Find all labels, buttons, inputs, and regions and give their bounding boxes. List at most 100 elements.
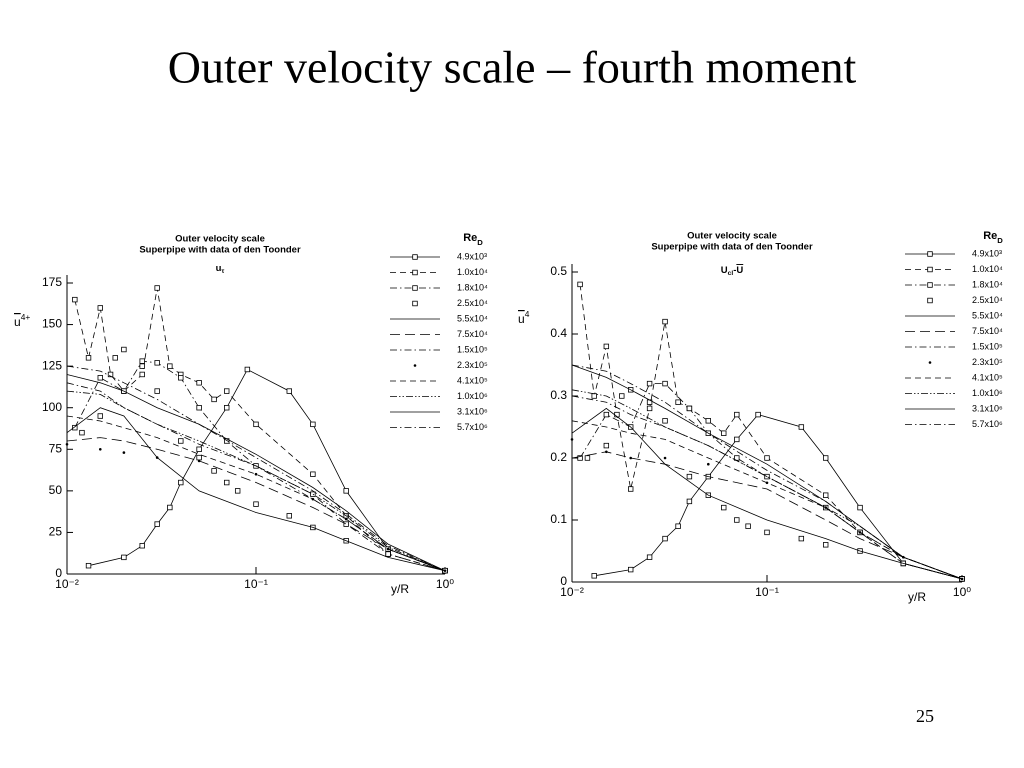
- marker: [85, 562, 92, 569]
- slide-title: Outer velocity scale – fourth moment: [168, 42, 857, 93]
- y-axis-label: u4+: [14, 312, 30, 329]
- marker: [628, 486, 634, 492]
- legend-label: 1.8x10⁴: [972, 279, 1003, 289]
- marker: [139, 371, 145, 378]
- marker: [254, 472, 258, 476]
- legend-marker: [928, 361, 932, 364]
- marker: [675, 399, 681, 405]
- marker: [121, 554, 127, 561]
- marker: [167, 363, 173, 369]
- chart-title: Outer velocity scale: [687, 231, 777, 242]
- legend-label: 1.5x10⁵: [457, 344, 488, 354]
- chart-formula: Ucl-U: [721, 265, 744, 278]
- marker: [823, 542, 829, 548]
- marker: [619, 393, 625, 399]
- marker: [65, 442, 69, 446]
- y-tick-label: 0.2: [550, 450, 567, 464]
- marker: [139, 363, 145, 369]
- marker: [343, 488, 349, 494]
- x-tick-label: 10⁻¹: [244, 577, 268, 591]
- marker: [211, 396, 217, 403]
- marker: [97, 305, 103, 311]
- legend-marker: [927, 282, 933, 288]
- marker: [823, 492, 829, 498]
- marker: [196, 454, 202, 461]
- legend-label: 2.3x10⁵: [972, 357, 1003, 367]
- y-axis-label-part: u: [14, 315, 21, 329]
- marker: [662, 380, 668, 387]
- y-tick-label: 0.4: [550, 326, 567, 340]
- marker: [224, 405, 230, 411]
- x-tick-label: 10⁰: [953, 585, 971, 599]
- marker: [734, 436, 740, 443]
- y-axis-label-part: 4: [525, 309, 530, 319]
- marker: [764, 455, 770, 461]
- marker: [154, 521, 160, 527]
- series-line: [66, 365, 446, 572]
- legend-marker: [412, 300, 418, 307]
- marker: [798, 535, 805, 542]
- marker: [584, 455, 591, 461]
- legend-marker: [927, 297, 933, 304]
- marker: [857, 504, 863, 511]
- marker: [646, 380, 653, 387]
- marker: [646, 405, 653, 412]
- marker: [196, 446, 202, 452]
- chart-formula-part: u: [216, 263, 222, 274]
- chart-formula-part: U: [736, 265, 743, 276]
- series-line: [571, 451, 963, 580]
- marker: [234, 488, 241, 494]
- marker: [178, 375, 184, 381]
- y-tick-label: 0.1: [550, 512, 567, 526]
- marker: [121, 346, 127, 353]
- marker: [705, 418, 711, 424]
- series-line: [594, 414, 963, 580]
- x-axis-label: y/R: [391, 582, 409, 596]
- marker: [197, 459, 201, 463]
- legend-label: 3.1x10⁶: [457, 406, 488, 416]
- y-tick-label: 50: [49, 483, 63, 497]
- marker: [224, 388, 230, 394]
- legend-marker: [927, 266, 933, 273]
- marker: [686, 473, 693, 480]
- series-line: [571, 389, 963, 580]
- legend-label: 5.7x10⁶: [457, 422, 488, 432]
- marker: [343, 521, 349, 527]
- series-line: [88, 368, 446, 572]
- marker: [591, 573, 597, 579]
- marker: [605, 450, 608, 454]
- legend-label: 4.1x10⁵: [457, 375, 488, 385]
- legend-marker: [412, 269, 418, 276]
- marker: [603, 411, 610, 418]
- marker: [628, 566, 634, 573]
- legend-label: 7.5x10⁴: [972, 326, 1003, 336]
- marker: [72, 424, 78, 431]
- y-tick-label: 25: [49, 525, 63, 539]
- marker: [79, 429, 85, 436]
- legend-label: 5.5x10⁴: [457, 313, 488, 323]
- legend-label: 1.0x10⁶: [972, 388, 1003, 398]
- legend-label: 7.5x10⁴: [457, 329, 488, 339]
- x-tick-label: 10⁰: [436, 577, 454, 591]
- y-tick-label: 125: [42, 358, 62, 372]
- legend-label: 1.5x10⁵: [972, 341, 1003, 351]
- marker: [253, 501, 259, 507]
- y-tick-label: 0.3: [550, 388, 567, 402]
- marker: [577, 281, 583, 288]
- marker: [98, 447, 102, 451]
- marker: [706, 462, 710, 466]
- series-line: [66, 415, 446, 572]
- series-line: [571, 420, 963, 580]
- legend-label: 3.1x10⁶: [972, 403, 1003, 413]
- legend-label: 1.0x10⁶: [457, 391, 488, 401]
- legend-title: ReD: [463, 232, 483, 247]
- legend-label: 4.9x10³: [457, 251, 487, 261]
- marker: [675, 523, 681, 529]
- y-tick-label: 0: [55, 566, 62, 580]
- series-line: [66, 374, 446, 572]
- series-line: [66, 437, 446, 572]
- marker: [178, 479, 184, 486]
- marker: [629, 456, 633, 460]
